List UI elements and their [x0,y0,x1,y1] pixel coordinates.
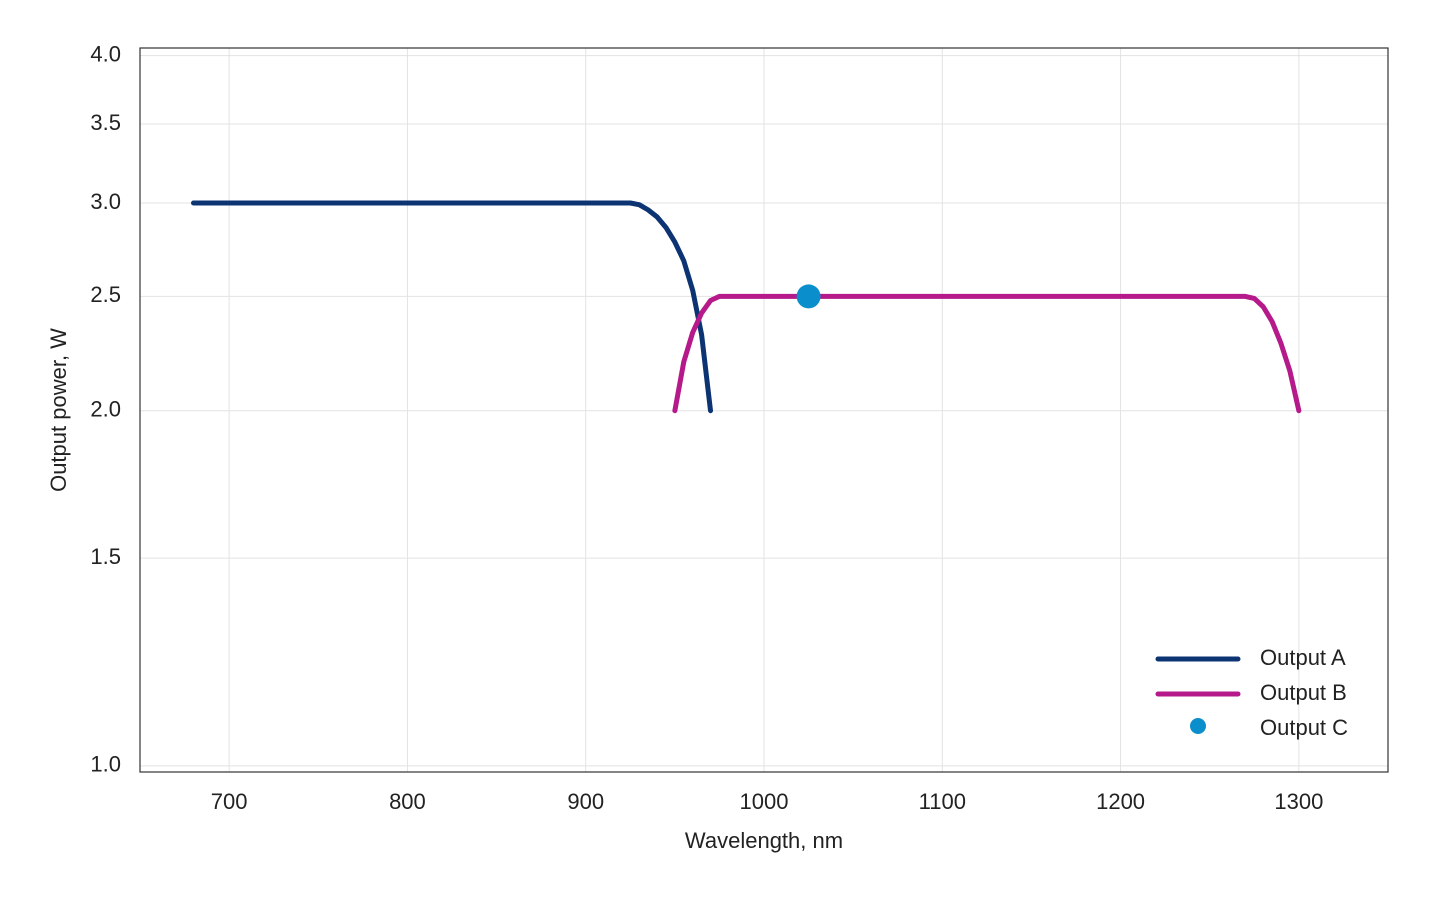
x-tick-label: 900 [567,789,604,814]
y-tick-label: 1.5 [90,544,121,569]
x-tick-label: 1000 [740,789,789,814]
x-axis-label: Wavelength, nm [685,828,843,853]
scatter-point [796,284,821,309]
y-tick-label: 3.5 [90,110,121,135]
legend-label: Output B [1260,680,1347,705]
x-tick-label: 1300 [1274,789,1323,814]
series-line [190,200,714,414]
x-tick-label: 1100 [919,789,966,814]
y-tick-label: 4.0 [90,41,121,66]
y-axis-label: Output power, W [46,328,71,492]
y-tick-label: 1.0 [90,752,121,777]
series-line [672,293,1302,414]
x-tick-label: 700 [211,789,248,814]
x-tick-label: 800 [389,789,426,814]
y-tick-label: 2.0 [90,397,121,422]
y-tick-label: 2.5 [90,282,121,307]
y-tick-label: 3.0 [90,189,121,214]
x-tick-label: 1200 [1096,789,1145,814]
legend-label: Output A [1260,645,1346,670]
legend-label: Output C [1260,715,1348,740]
plot-frame [139,47,1389,773]
legend-marker [1190,718,1206,734]
